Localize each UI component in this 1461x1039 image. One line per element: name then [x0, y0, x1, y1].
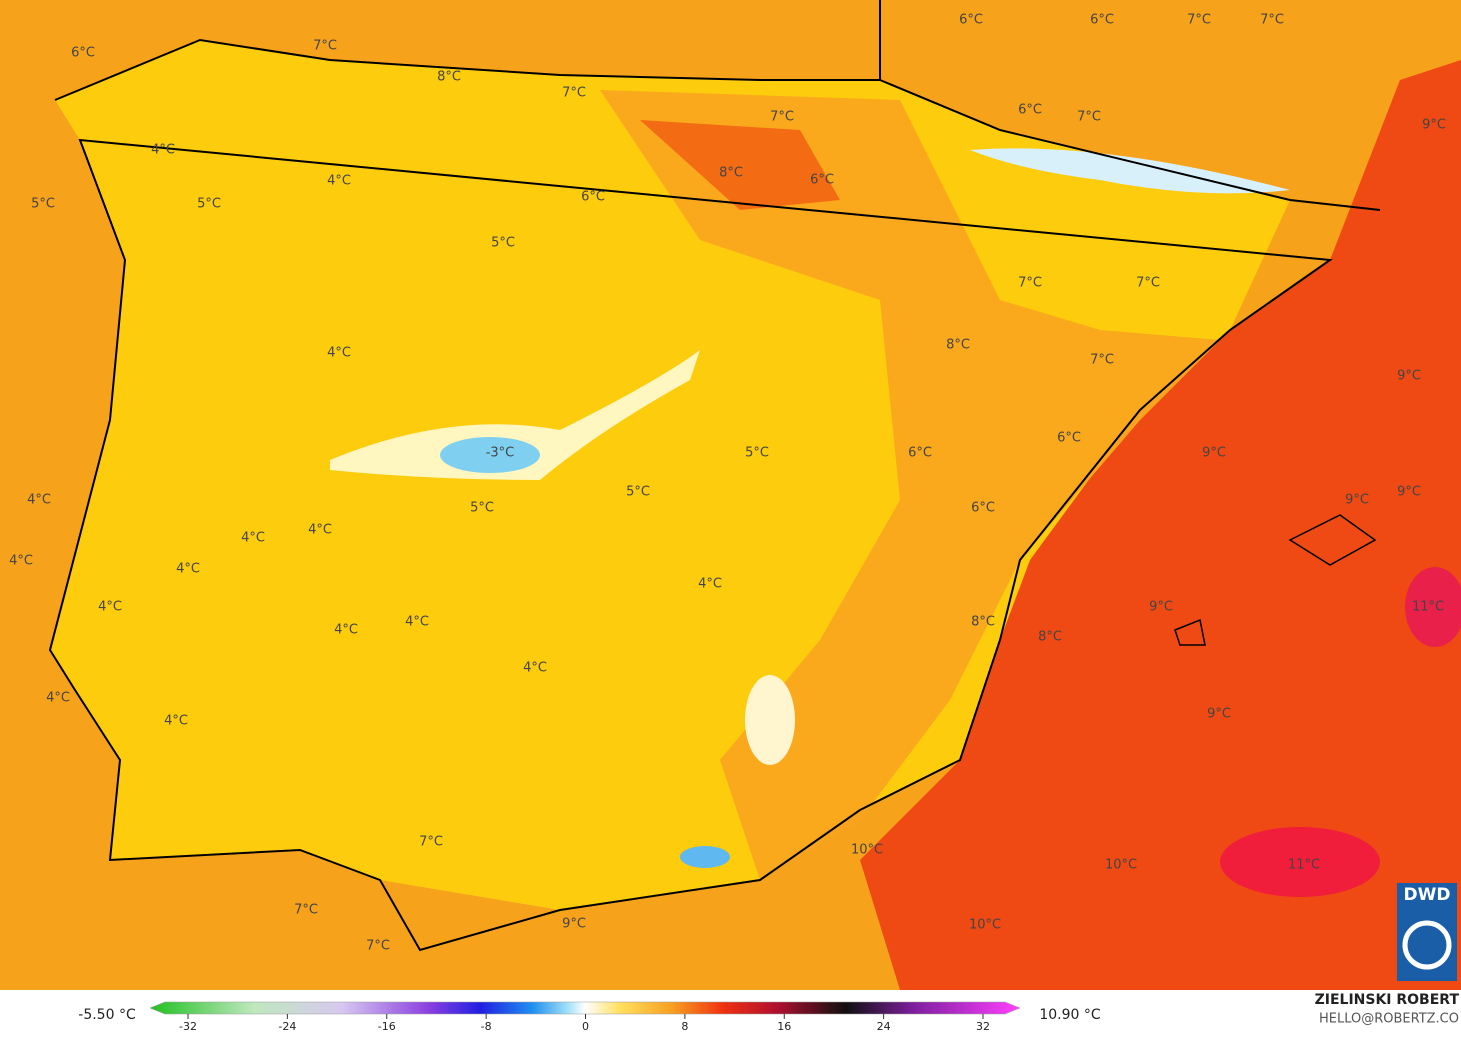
temperature-label: 11°C — [1288, 858, 1320, 873]
temperature-label: 6°C — [810, 173, 834, 188]
temperature-label: 5°C — [197, 197, 221, 212]
temperature-label: 7°C — [1077, 110, 1101, 125]
temperature-label: 4°C — [176, 562, 200, 577]
warm-spot — [1220, 827, 1380, 897]
temperature-label: 8°C — [971, 615, 995, 630]
temperature-label: 4°C — [405, 615, 429, 630]
islands — [1174, 514, 1377, 646]
logo-text: DWD — [1404, 885, 1451, 905]
warm-land — [600, 90, 1220, 880]
temperature-label: 6°C — [1057, 431, 1081, 446]
temperature-label: 7°C — [1187, 13, 1211, 28]
temperature-label: 4°C — [327, 174, 351, 189]
legend-max: 10.90 °C — [1039, 1007, 1101, 1023]
temperature-label: 4°C — [27, 493, 51, 508]
cold-spot — [440, 437, 540, 473]
colorbar — [149, 1001, 1021, 1015]
temperature-label: 10°C — [969, 918, 1001, 933]
colorbar-tick-label: 8 — [681, 1020, 688, 1033]
temperature-label: 5°C — [470, 501, 494, 516]
temperature-label: 7°C — [1136, 276, 1160, 291]
temperature-label: 4°C — [9, 554, 33, 569]
temperature-label: 7°C — [366, 939, 390, 954]
temperature-label: 9°C — [1207, 707, 1231, 722]
temperature-label: -3°C — [486, 446, 515, 461]
temperature-label: 9°C — [1397, 485, 1421, 500]
colorbar-tick-label: -32 — [179, 1020, 197, 1033]
temperature-label: 4°C — [308, 523, 332, 538]
cold-ridge — [330, 350, 700, 480]
temperature-label: 4°C — [164, 714, 188, 729]
temperature-label: 5°C — [626, 485, 650, 500]
credit-name: ZIELINSKI ROBERT — [1315, 992, 1460, 1008]
cold-ridge — [970, 148, 1290, 194]
temperature-label: 6°C — [581, 190, 605, 205]
temperature-label: 7°C — [1090, 353, 1114, 368]
temperature-label: 4°C — [327, 346, 351, 361]
warm-spot — [1405, 567, 1461, 647]
temperature-label: 11°C — [1412, 600, 1444, 615]
logo-icon — [1402, 920, 1452, 970]
temperature-label: 5°C — [491, 236, 515, 251]
temperature-label: 9°C — [1422, 118, 1446, 133]
credit-email: HELLO@ROBERTZ.CO — [1319, 1012, 1459, 1027]
temperature-label: 7°C — [770, 110, 794, 125]
colorbar-tick-label: 24 — [877, 1020, 891, 1033]
colorbar-tick-label: -8 — [481, 1020, 492, 1033]
temperature-label: 7°C — [562, 86, 586, 101]
temperature-label: 9°C — [1397, 369, 1421, 384]
temperature-label: 6°C — [71, 46, 95, 61]
temperature-label: 9°C — [1345, 493, 1369, 508]
colorbar-tick-label: -24 — [278, 1020, 296, 1033]
colorbar-tick-label: 0 — [582, 1020, 589, 1033]
temperature-label: 8°C — [719, 166, 743, 181]
temperature-label: 7°C — [313, 39, 337, 54]
temperature-label: 4°C — [334, 623, 358, 638]
temperature-label: 9°C — [562, 917, 586, 932]
cold-ridge — [745, 675, 795, 765]
temperature-label: 4°C — [698, 577, 722, 592]
temperature-label: 7°C — [419, 835, 443, 850]
warm-land — [640, 120, 840, 210]
land — [50, 40, 1290, 910]
temperature-label: 4°C — [241, 531, 265, 546]
cold-spot — [680, 846, 730, 868]
temperature-label: 4°C — [98, 600, 122, 615]
temperature-label: 7°C — [294, 903, 318, 918]
colorbar-tick-label: 16 — [777, 1020, 791, 1033]
temperature-label: 9°C — [1149, 600, 1173, 615]
temperature-label: 4°C — [523, 661, 547, 676]
legend-min: -5.50 °C — [78, 1007, 136, 1023]
temperature-label: 6°C — [959, 13, 983, 28]
warm-sea — [860, 60, 1461, 990]
temperature-label: 4°C — [151, 143, 175, 158]
temperature-label: 5°C — [745, 446, 769, 461]
temperature-label: 6°C — [971, 501, 995, 516]
coastline — [48, 0, 1381, 952]
temperature-label: 8°C — [437, 70, 461, 85]
temperature-label: 7°C — [1260, 13, 1284, 28]
temperature-label: 7°C — [1018, 276, 1042, 291]
temperature-label: 8°C — [1038, 630, 1062, 645]
temperature-label: 5°C — [31, 197, 55, 212]
temperature-label: 6°C — [908, 446, 932, 461]
temperature-label: 10°C — [1105, 858, 1137, 873]
colorbar-tick-label: 32 — [976, 1020, 990, 1033]
colorbar-tick-label: -16 — [378, 1020, 396, 1033]
temperature-label: 9°C — [1202, 446, 1226, 461]
temperature-label: 6°C — [1018, 103, 1042, 118]
temperature-label: 8°C — [946, 338, 970, 353]
temperature-label: 4°C — [46, 691, 70, 706]
temperature-label: 10°C — [851, 843, 883, 858]
temperature-label: 6°C — [1090, 13, 1114, 28]
